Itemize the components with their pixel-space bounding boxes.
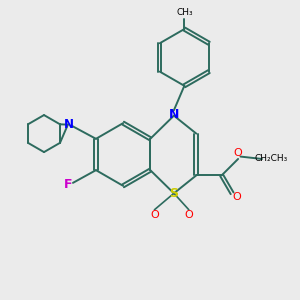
Text: CH₃: CH₃: [176, 8, 193, 16]
Text: O: O: [234, 148, 242, 158]
Text: N: N: [169, 108, 179, 121]
Text: O: O: [150, 210, 159, 220]
Text: S: S: [169, 187, 178, 200]
Text: F: F: [64, 178, 72, 191]
Text: O: O: [184, 210, 193, 220]
Text: CH₂CH₃: CH₂CH₃: [254, 154, 288, 164]
Text: O: O: [232, 192, 241, 202]
Text: N: N: [64, 118, 74, 131]
